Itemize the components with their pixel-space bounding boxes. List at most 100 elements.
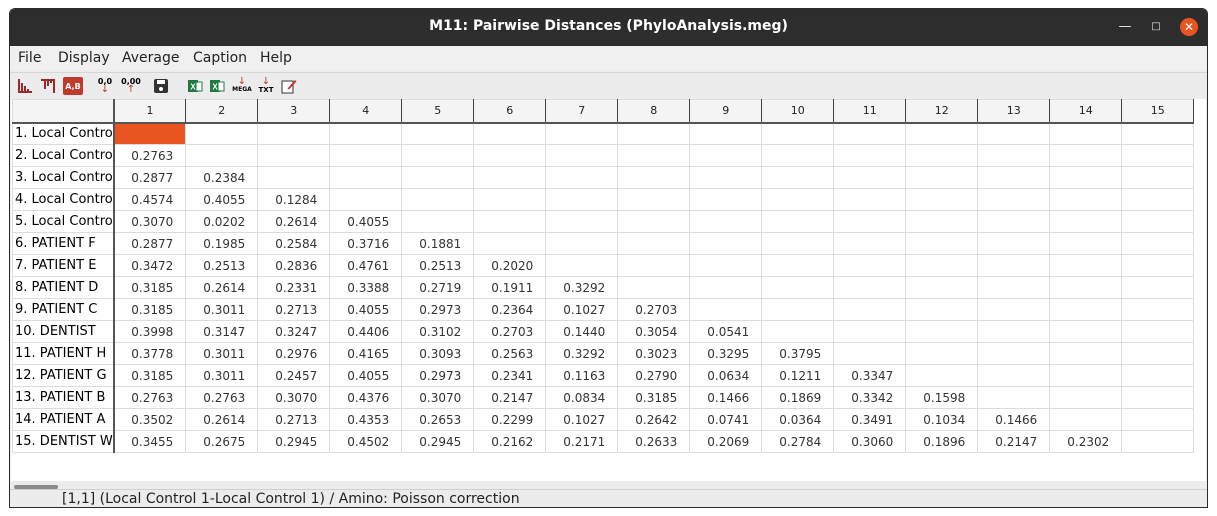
matrix-cell[interactable] [185, 122, 259, 145]
matrix-cell[interactable]: 0.1163 [545, 364, 619, 387]
column-header[interactable]: 13 [977, 99, 1051, 124]
column-header[interactable]: 10 [761, 99, 835, 124]
matrix-cell[interactable] [329, 166, 403, 189]
matrix-cell[interactable] [1121, 342, 1195, 365]
row-header[interactable]: 2. Local Contro [11, 144, 115, 167]
horizontal-scrollbar[interactable] [12, 483, 1205, 491]
matrix-cell[interactable] [833, 342, 907, 365]
matrix-cell[interactable]: 0.4055 [329, 364, 403, 387]
matrix-cell[interactable]: 0.4055 [185, 188, 259, 211]
maximize-button[interactable]: □ [1151, 21, 1161, 32]
matrix-cell[interactable] [977, 144, 1051, 167]
matrix-cell[interactable]: 0.4502 [329, 430, 403, 453]
matrix-cell[interactable] [905, 166, 979, 189]
save-icon[interactable] [152, 77, 170, 95]
matrix-cell[interactable]: 0.2364 [473, 298, 547, 321]
matrix-cell[interactable] [1121, 408, 1195, 431]
matrix-cell[interactable] [473, 210, 547, 233]
matrix-cell[interactable] [761, 144, 835, 167]
matrix-cell[interactable] [1121, 254, 1195, 277]
matrix-cell[interactable]: 0.2945 [257, 430, 331, 453]
matrix-cell[interactable]: 0.3455 [113, 430, 187, 453]
matrix-cell[interactable] [905, 364, 979, 387]
matrix-cell[interactable] [905, 298, 979, 321]
matrix-cell[interactable]: 0.3292 [545, 276, 619, 299]
matrix-cell[interactable] [1121, 232, 1195, 255]
row-header[interactable]: 12. PATIENT G [11, 364, 115, 387]
matrix-cell[interactable]: 0.1027 [545, 298, 619, 321]
matrix-cell[interactable]: 0.4574 [113, 188, 187, 211]
matrix-cell[interactable] [689, 298, 763, 321]
row-header[interactable]: 4. Local Contro [11, 188, 115, 211]
edit-caption-icon[interactable] [280, 77, 298, 95]
row-header[interactable]: 15. DENTIST W [11, 430, 115, 453]
matrix-cell[interactable] [1121, 144, 1195, 167]
matrix-cell[interactable]: 0.3388 [329, 276, 403, 299]
matrix-cell[interactable]: 0.0541 [689, 320, 763, 343]
matrix-cell[interactable] [977, 342, 1051, 365]
matrix-cell[interactable] [545, 144, 619, 167]
decrease-decimals-icon[interactable]: 0,0 ↓ [97, 77, 113, 95]
matrix-cell[interactable] [401, 166, 475, 189]
matrix-cell[interactable] [977, 232, 1051, 255]
matrix-cell[interactable] [1121, 210, 1195, 233]
matrix-cell[interactable]: 0.3102 [401, 320, 475, 343]
matrix-cell[interactable] [473, 122, 547, 145]
matrix-cell[interactable]: 0.2614 [185, 408, 259, 431]
matrix-cell[interactable] [1121, 276, 1195, 299]
matrix-cell[interactable] [1049, 166, 1123, 189]
matrix-cell[interactable]: 0.3011 [185, 364, 259, 387]
matrix-cell[interactable] [977, 386, 1051, 409]
matrix-cell[interactable]: 0.2633 [617, 430, 691, 453]
matrix-cell[interactable] [905, 342, 979, 365]
matrix-cell[interactable] [545, 166, 619, 189]
matrix-cell[interactable] [761, 166, 835, 189]
matrix-cell[interactable]: 0.4406 [329, 320, 403, 343]
matrix-cell[interactable] [1049, 298, 1123, 321]
row-header[interactable]: 3. Local Contro [11, 166, 115, 189]
matrix-cell[interactable] [905, 210, 979, 233]
matrix-cell[interactable]: 0.2784 [761, 430, 835, 453]
matrix-cell[interactable] [617, 276, 691, 299]
matrix-cell[interactable]: 0.2171 [545, 430, 619, 453]
matrix-cell[interactable]: 0.1034 [905, 408, 979, 431]
matrix-cell[interactable] [905, 144, 979, 167]
matrix-cell[interactable] [473, 188, 547, 211]
matrix-cell[interactable] [977, 210, 1051, 233]
matrix-cell[interactable]: 0.2614 [185, 276, 259, 299]
matrix-cell[interactable]: 0.1911 [473, 276, 547, 299]
matrix-cell[interactable]: 0.3011 [185, 298, 259, 321]
matrix-cell[interactable] [1049, 254, 1123, 277]
matrix-cell[interactable]: 0.4165 [329, 342, 403, 365]
matrix-cell[interactable] [689, 210, 763, 233]
matrix-cell[interactable]: 0.2147 [473, 386, 547, 409]
matrix-cell[interactable]: 0.3472 [113, 254, 187, 277]
matrix-cell[interactable] [905, 276, 979, 299]
matrix-cell[interactable]: 0.3011 [185, 342, 259, 365]
matrix-cell[interactable] [905, 188, 979, 211]
matrix-cell[interactable]: 0.3185 [617, 386, 691, 409]
column-header[interactable]: 5 [401, 99, 475, 124]
matrix-cell[interactable] [1049, 122, 1123, 145]
matrix-cell[interactable] [1049, 276, 1123, 299]
matrix-cell[interactable] [401, 210, 475, 233]
matrix-cell[interactable] [329, 122, 403, 145]
matrix-cell[interactable]: 0.3342 [833, 386, 907, 409]
matrix-cell[interactable]: 0.2147 [977, 430, 1051, 453]
matrix-cell[interactable] [473, 144, 547, 167]
matrix-cell[interactable] [257, 166, 331, 189]
matrix-cell[interactable] [1049, 320, 1123, 343]
matrix-cell[interactable]: 0.2513 [401, 254, 475, 277]
matrix-cell[interactable] [617, 188, 691, 211]
matrix-cell[interactable]: 0.2763 [185, 386, 259, 409]
row-header[interactable]: 13. PATIENT B [11, 386, 115, 409]
matrix-cell[interactable]: 0.3185 [113, 298, 187, 321]
matrix-cell[interactable] [257, 122, 331, 145]
matrix-cell[interactable] [977, 298, 1051, 321]
matrix-cell[interactable] [1049, 188, 1123, 211]
matrix-cell[interactable] [833, 320, 907, 343]
matrix-cell[interactable]: 0.2614 [257, 210, 331, 233]
matrix-cell[interactable] [833, 122, 907, 145]
matrix-cell[interactable] [329, 188, 403, 211]
column-header[interactable]: 1 [113, 99, 187, 124]
